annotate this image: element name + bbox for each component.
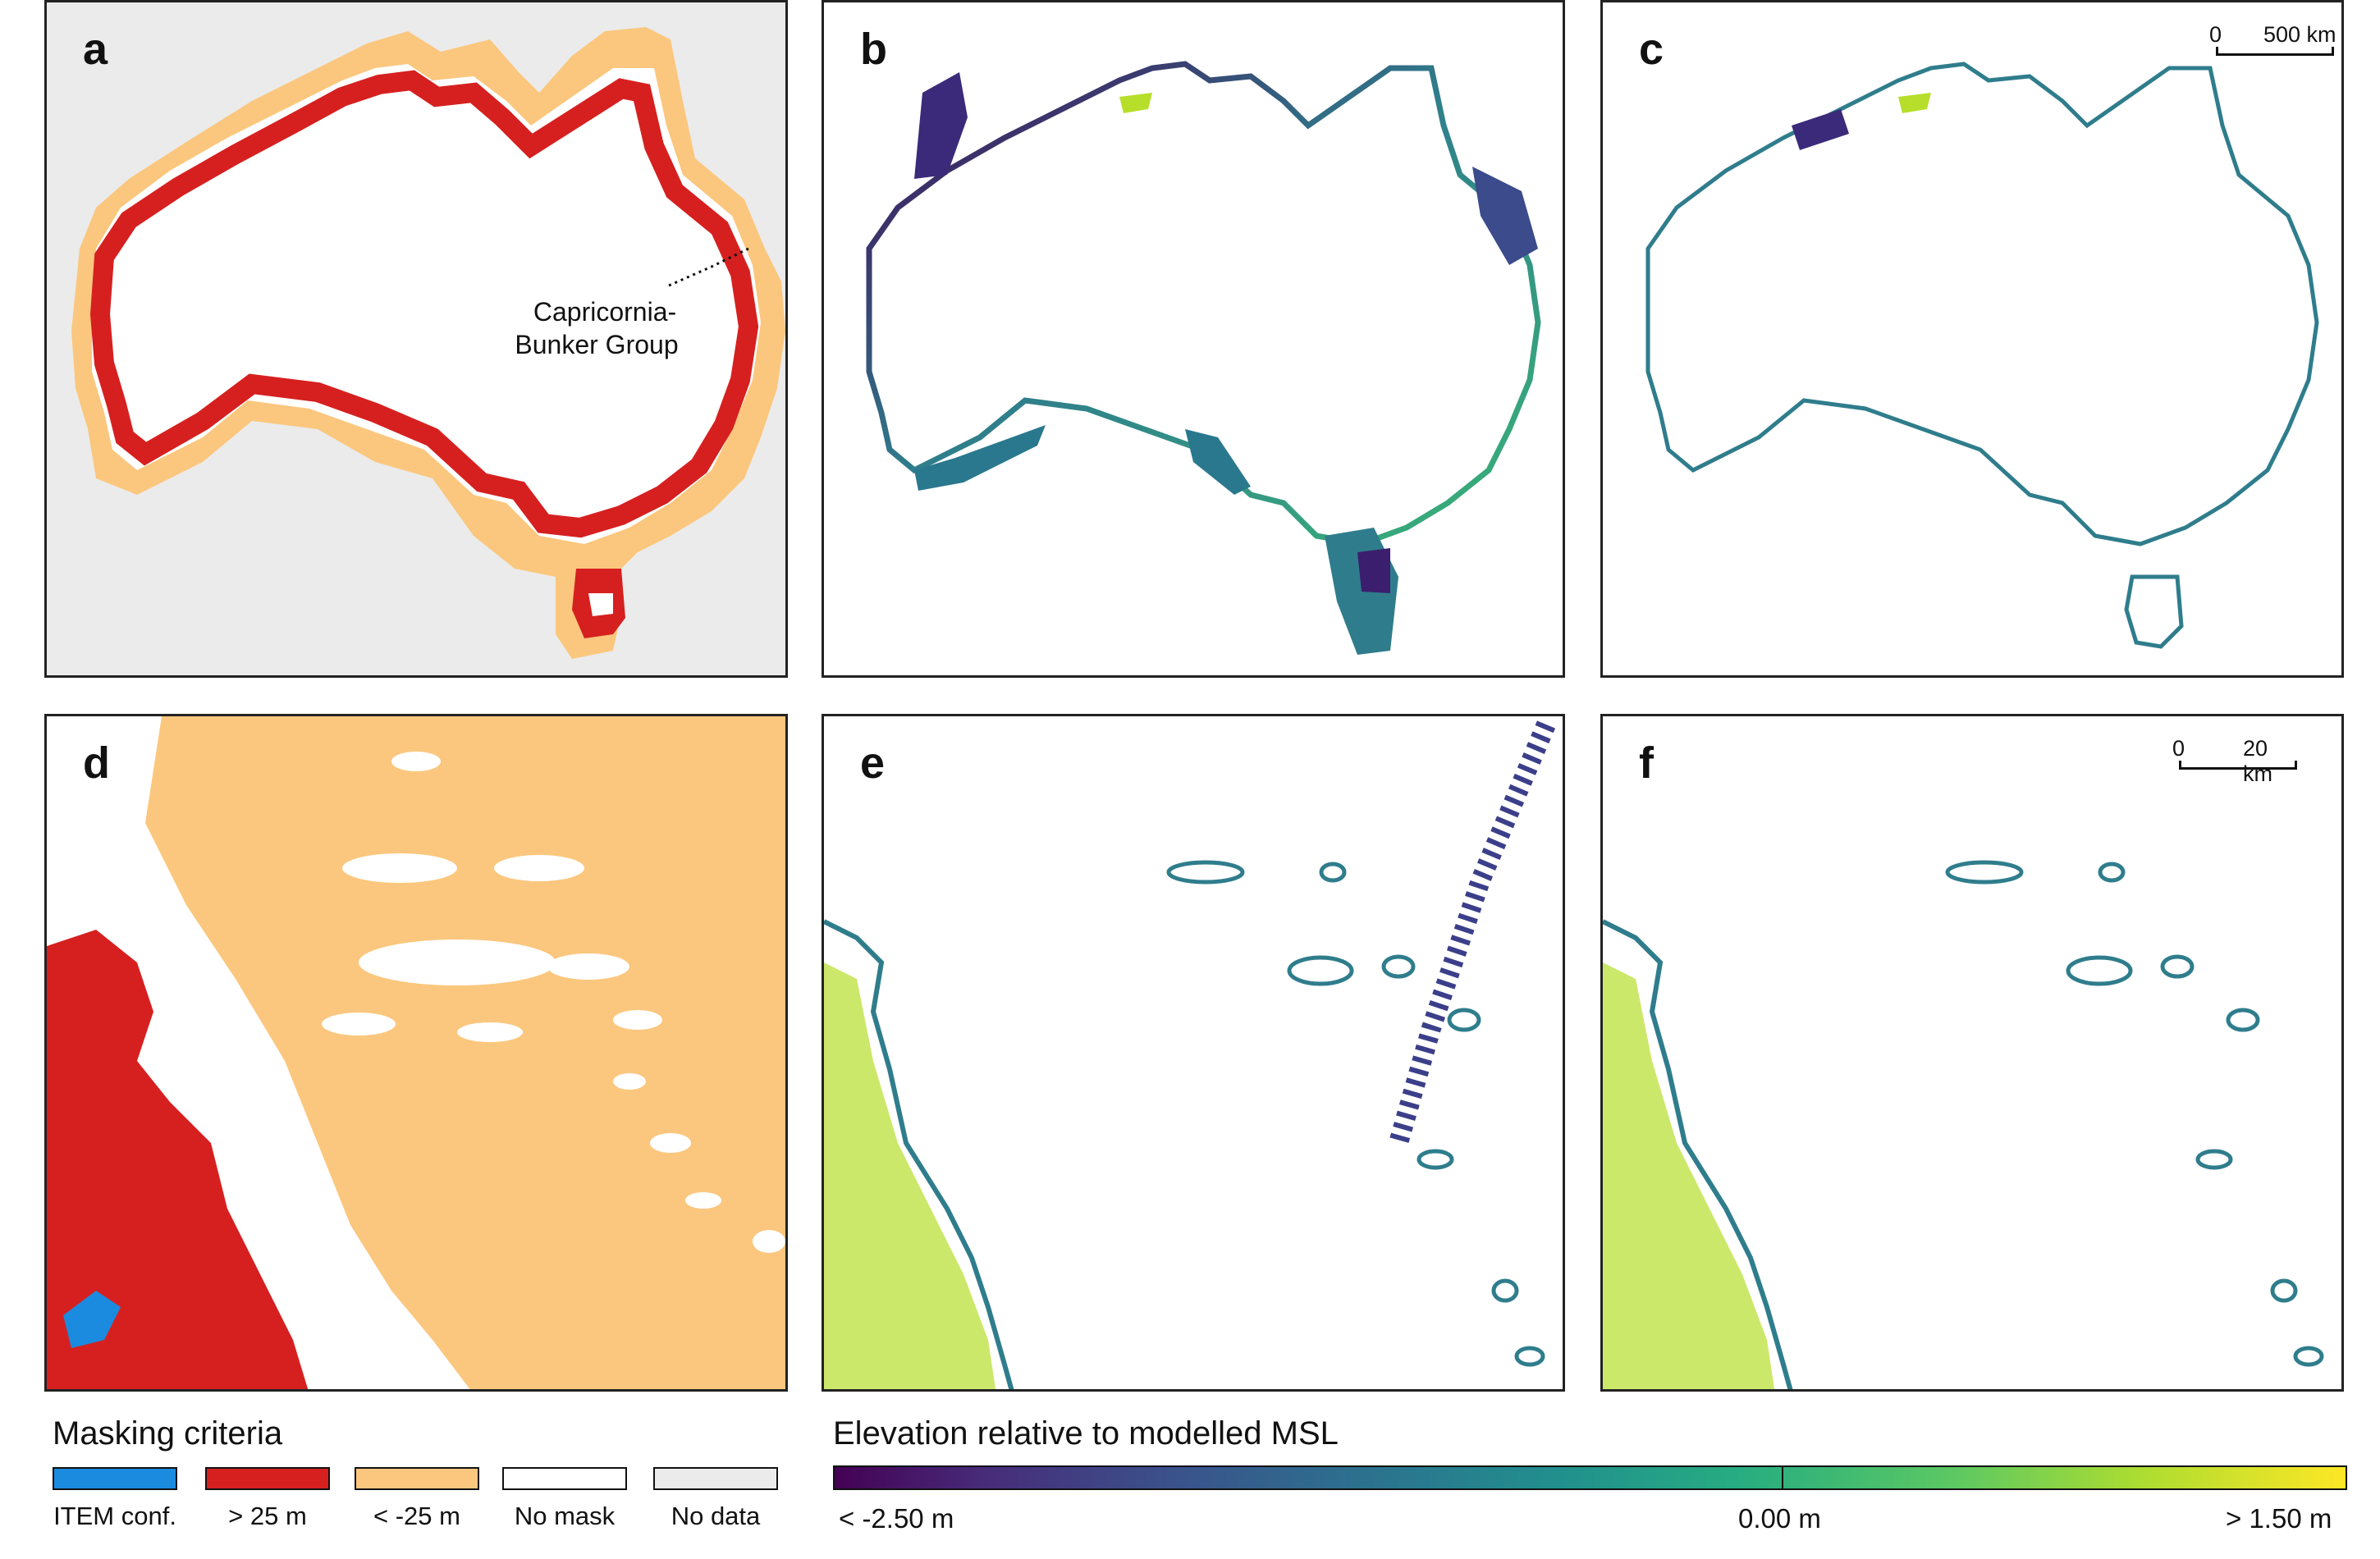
panel-d-masking-detail: d <box>44 714 788 1392</box>
scale-zero-label: 0 <box>2172 736 2185 761</box>
scale-end-right <box>2332 47 2334 55</box>
detail-masking-map <box>47 716 785 1389</box>
colorbar-min-label: < -2.50 m <box>839 1503 954 1534</box>
swatch-no-data <box>653 1467 778 1490</box>
deep-mask-region <box>145 716 785 1389</box>
high-mask-ring <box>89 70 759 538</box>
scale-line <box>2179 767 2297 770</box>
panel-label-c: c <box>1639 25 1664 74</box>
reef-no-mask-islands <box>322 752 785 1253</box>
tasmania-no-mask <box>588 593 613 616</box>
tasmania-outline <box>2124 574 2184 649</box>
reef-outlines <box>1166 860 1545 1367</box>
scale-bar-20km: 0 20 km <box>2169 731 2300 789</box>
detail-elevation-map-e <box>824 720 1556 1389</box>
label-deep-mask: < -25 m <box>373 1502 460 1530</box>
label-high-mask: > 25 m <box>228 1502 307 1530</box>
panel-label-b: b <box>860 25 887 74</box>
northwest-shelf-patch <box>914 72 968 179</box>
scale-end-label: 20 km <box>2243 736 2272 786</box>
australia-masking-map: Capricornia- Bunker Group <box>71 27 785 659</box>
colorbar-mid-label: 0.00 m <box>1738 1503 1821 1534</box>
panel-a-masking-map: Capricornia- Bunker Group a <box>44 0 788 678</box>
reef-outlines <box>1945 860 2324 1367</box>
coastline-detail <box>824 919 1014 1389</box>
panel-label-f: f <box>1639 738 1654 788</box>
coastline-detail <box>1603 919 1793 1389</box>
queensland-deep-patch <box>1472 167 1538 265</box>
shore-vegetation <box>824 962 996 1389</box>
no-mask-region <box>92 64 761 544</box>
bight-shelf-patch <box>914 425 1046 491</box>
annotation-line-1: Capricornia- <box>533 297 676 327</box>
high-mask-region <box>47 930 309 1389</box>
panel-label-d: d <box>83 738 110 788</box>
coastline-outline <box>1645 62 2319 546</box>
label-no-data: No data <box>671 1502 761 1530</box>
north-shallow-patch <box>1898 93 1931 113</box>
north-shallow-patch <box>1119 93 1152 113</box>
panel-c-elevation-map: c 0 500 km <box>1600 0 2344 678</box>
panel-e-elevation-detail: e <box>822 714 1565 1392</box>
swatch-high-mask <box>205 1467 330 1490</box>
scale-end-left <box>2179 761 2181 769</box>
elevation-colorbar <box>833 1465 2347 1490</box>
elevation-legend-title: Elevation relative to modelled MSL <box>833 1415 1339 1452</box>
scale-line <box>2216 53 2334 56</box>
offshore-deep-strip <box>1389 720 1556 1146</box>
panel-f-elevation-detail: f 0 20 km <box>1600 714 2344 1392</box>
panel-label-e: e <box>860 738 886 788</box>
shore-vegetation <box>1603 962 1775 1389</box>
swatch-no-mask <box>502 1467 627 1490</box>
label-item-conf: ITEM conf. <box>53 1502 176 1530</box>
coastline-outline <box>866 61 1541 547</box>
label-no-mask: No mask <box>514 1502 616 1530</box>
swatch-item-conf <box>53 1467 177 1490</box>
scale-end-left <box>2216 47 2218 55</box>
scale-zero-label: 0 <box>2209 22 2222 47</box>
scale-bar-500km: 0 500 km <box>2206 17 2337 75</box>
northwest-deep-patch <box>1792 109 1849 150</box>
detail-elevation-map-f <box>1603 860 2324 1389</box>
callout-line <box>668 247 749 287</box>
gulf-patch <box>1185 429 1251 495</box>
australia-elevation-map-b <box>866 61 1541 655</box>
masking-legend-title: Masking criteria <box>53 1415 283 1452</box>
item-conf-patch <box>63 1291 121 1348</box>
scale-end-right <box>2295 761 2297 769</box>
annotation-line-2: Bunker Group <box>515 330 678 359</box>
australia-elevation-map-c <box>1645 62 2319 649</box>
bass-strait-deep-patch <box>1357 548 1390 593</box>
colorbar-max-label: > 1.50 m <box>2226 1503 2332 1534</box>
panel-b-elevation-map: b <box>822 0 1565 678</box>
colorbar-zero-tick <box>1782 1467 1783 1488</box>
swatch-deep-mask <box>355 1467 479 1490</box>
scale-end-label: 500 km <box>2263 22 2337 47</box>
panel-label-a: a <box>83 25 108 74</box>
